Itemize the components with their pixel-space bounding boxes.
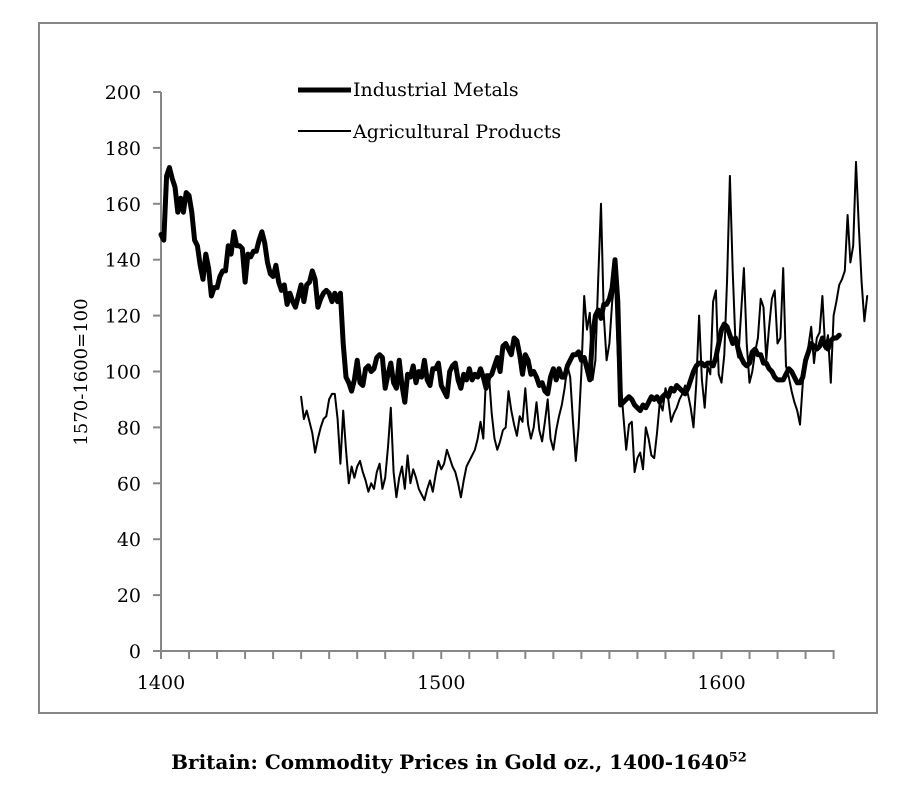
y-tick-label: 120 xyxy=(105,306,141,328)
y-tick-label: 180 xyxy=(105,138,141,160)
y-tick-label: 80 xyxy=(117,417,141,439)
y-tick-label: 200 xyxy=(105,82,141,104)
y-tick-label: 40 xyxy=(117,529,141,551)
y-tick-label: 20 xyxy=(117,585,141,607)
y-tick-label: 100 xyxy=(105,362,141,384)
legend-label-agricultural-products: Agricultural Products xyxy=(352,121,561,143)
legend-label-industrial-metals: Industrial Metals xyxy=(353,79,519,101)
y-tick-label: 0 xyxy=(129,641,141,663)
chart-frame xyxy=(38,22,878,714)
y-tick-label: 160 xyxy=(105,194,141,216)
caption-text: Britain: Commodity Prices in Gold oz., 1… xyxy=(171,750,729,774)
caption-footnote: 52 xyxy=(728,750,747,766)
y-tick-label: 140 xyxy=(105,250,141,272)
series-lines xyxy=(158,160,869,502)
figure-caption: Britain: Commodity Prices in Gold oz., 1… xyxy=(0,750,918,774)
x-tick-label: 1600 xyxy=(697,672,745,694)
series-line-industrial-metals xyxy=(158,165,842,414)
series-line-agricultural-products xyxy=(300,160,869,502)
x-tick-label: 1400 xyxy=(137,672,185,694)
legend: Industrial Metals Agricultural Products xyxy=(298,79,561,143)
y-tick-label: 60 xyxy=(117,473,141,495)
y-axis-title: 1570-1600=100 xyxy=(71,298,92,445)
axes: 0 20 40 60 80 100 120 140 160 180 200 1400 1500 1600 xyxy=(105,82,835,694)
x-tick-label: 1500 xyxy=(417,672,465,694)
